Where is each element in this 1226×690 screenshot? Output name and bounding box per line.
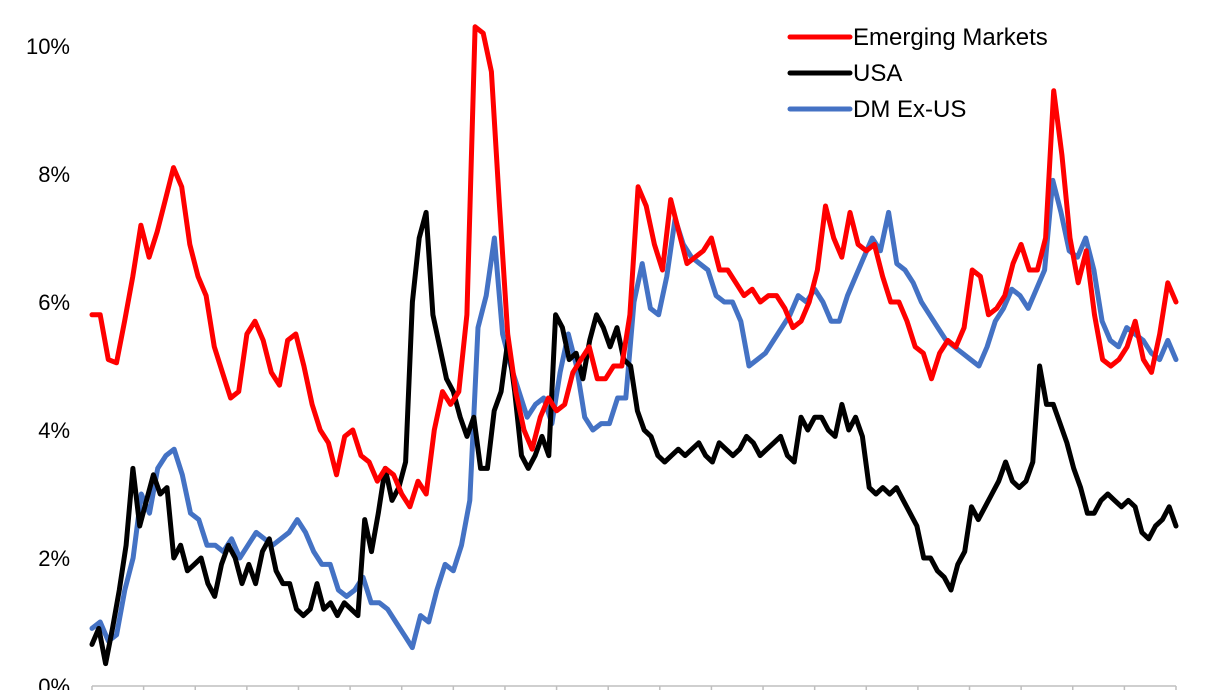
y-tick-label: 0% xyxy=(38,674,70,690)
series-lines xyxy=(89,24,1179,667)
y-tick-label: 4% xyxy=(38,418,70,443)
legend: Emerging Markets USA DM Ex-US xyxy=(787,24,1048,123)
y-tick-label: 2% xyxy=(38,546,70,571)
y-tick-label: 6% xyxy=(38,290,70,315)
y-tick-label: 10% xyxy=(26,34,70,59)
legend-item: USA xyxy=(787,60,902,87)
legend-label: DM Ex-US xyxy=(853,96,966,123)
x-axis xyxy=(91,685,1177,690)
legend-label: USA xyxy=(853,60,902,87)
legend-item: Emerging Markets xyxy=(787,24,1048,51)
series-line-emerging-markets xyxy=(89,24,1179,510)
legend-label: Emerging Markets xyxy=(853,24,1048,51)
y-axis-tick-labels: 0% 2% 4% 6% 8% 10% xyxy=(26,34,70,690)
legend-item: DM Ex-US xyxy=(787,96,966,123)
series-line-usa xyxy=(89,209,1179,667)
y-tick-label: 8% xyxy=(38,162,70,187)
